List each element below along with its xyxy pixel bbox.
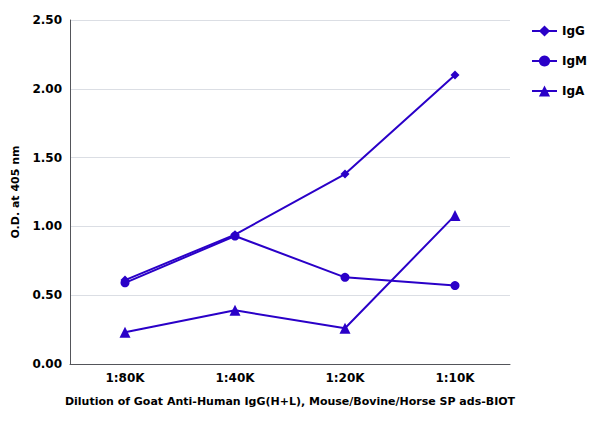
svg-text:0.50: 0.50 [32,288,62,302]
svg-text:1.50: 1.50 [32,151,62,165]
svg-text:2.00: 2.00 [32,82,62,96]
svg-text:1:80K: 1:80K [105,371,145,385]
svg-text:IgM: IgM [562,54,587,68]
svg-text:O.D. at 405 nm: O.D. at 405 nm [9,145,22,238]
svg-text:1:10K: 1:10K [435,371,475,385]
svg-text:IgG: IgG [562,24,585,38]
svg-text:IgA: IgA [562,84,585,98]
svg-text:1.00: 1.00 [32,219,62,233]
svg-text:Dilution of Goat Anti-Human Ig: Dilution of Goat Anti-Human IgG(H+L), Mo… [65,395,516,408]
svg-text:0.00: 0.00 [32,357,62,371]
svg-text:2.50: 2.50 [32,13,62,27]
svg-text:1:20K: 1:20K [325,371,365,385]
svg-text:1:40K: 1:40K [215,371,255,385]
